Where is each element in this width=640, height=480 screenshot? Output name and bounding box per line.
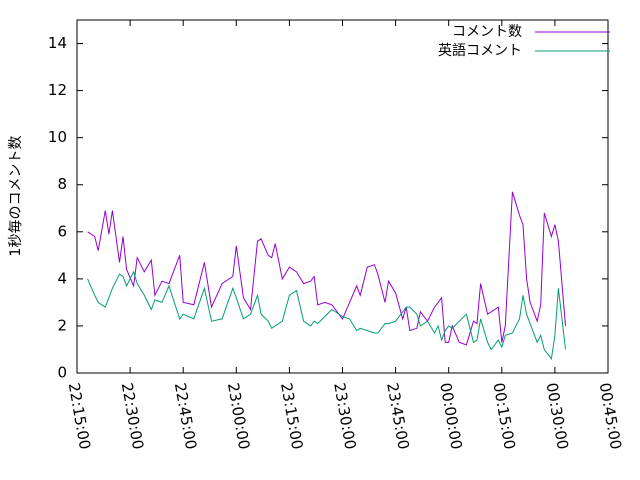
x-tick-label: 00:30:00: [543, 381, 572, 450]
x-tick-label: 22:45:00: [171, 381, 200, 450]
x-tick-label: 00:15:00: [489, 381, 518, 450]
y-tick-label: 2: [57, 316, 67, 334]
x-tick-label: 22:30:00: [118, 381, 147, 450]
y-tick-label: 8: [57, 175, 67, 193]
legend-label: コメント数: [452, 24, 522, 40]
y-tick-label: 0: [57, 364, 67, 382]
x-tick-label: 23:00:00: [224, 381, 253, 450]
y-tick-label: 6: [57, 222, 67, 240]
x-tick-label: 22:15:00: [65, 381, 94, 450]
y-tick-label: 4: [57, 269, 67, 287]
y-tick-label: 14: [48, 34, 67, 52]
series-line: [87, 270, 566, 361]
x-tick-label: 00:00:00: [436, 381, 465, 450]
series-line: [87, 191, 566, 346]
legend-label: 英語コメント: [438, 42, 522, 59]
x-tick-label: 23:30:00: [330, 381, 359, 450]
x-tick-label: 23:45:00: [383, 381, 412, 450]
x-tick-label: 23:15:00: [277, 381, 306, 450]
y-axis-label: 1秒毎のコメント数: [8, 136, 24, 257]
y-tick-label: 10: [48, 128, 67, 146]
y-tick-label: 12: [48, 81, 67, 99]
x-tick-label: 00:45:00: [596, 381, 625, 450]
